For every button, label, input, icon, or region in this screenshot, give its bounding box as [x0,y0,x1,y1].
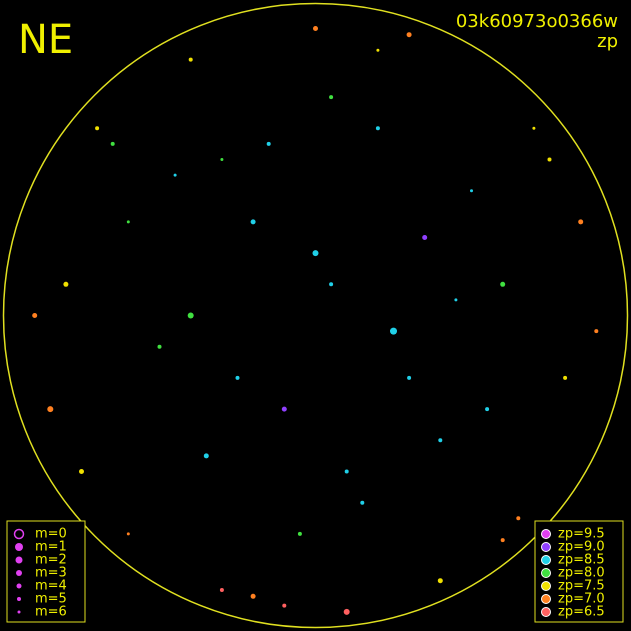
star [485,407,490,412]
direction-label: NE [18,17,73,63]
star [438,438,443,443]
star [250,219,256,225]
zp-label: zp=9.0 [558,540,605,555]
zp-label: zp=6.5 [558,605,605,620]
zp-symbol [541,594,551,604]
zp-label: zp=8.0 [558,566,605,581]
magnitude-label: m=1 [35,540,67,555]
zp-symbol [541,607,551,617]
magnitude-symbol [16,583,22,589]
star [95,126,100,131]
magnitude-symbol [13,528,25,540]
star [266,141,271,146]
magnitude-symbol [15,543,23,551]
star [437,578,443,584]
zp-symbol [541,555,551,565]
star [188,57,193,62]
magnitude-symbol [17,597,21,601]
star [563,375,568,380]
magnitude-symbol [16,570,22,576]
star [281,406,287,412]
star [126,532,130,536]
zp-symbol [541,529,551,539]
star [32,313,38,318]
star [282,603,287,608]
star [360,500,365,505]
star [406,32,412,38]
zp-label: zp=9.5 [558,527,605,542]
zp-symbol [541,542,551,552]
star [329,282,334,287]
star [110,141,115,146]
zp-symbol [541,568,551,578]
star [500,538,505,543]
star [516,516,521,521]
zp-label: zp=7.0 [558,592,605,607]
star [220,158,224,161]
star [157,344,162,349]
star [47,406,54,413]
star [532,126,536,130]
magnitude-label: m=3 [35,566,67,581]
star [422,235,428,240]
star [203,453,209,459]
star [376,48,380,52]
star [250,593,256,599]
star [470,189,473,193]
chart-title: 03k60973o0366w [456,11,618,32]
magnitude-label: m=0 [35,527,67,542]
zp-symbol [541,581,551,591]
star [344,469,349,474]
star [219,588,224,593]
star [187,312,194,319]
zp-label: zp=7.5 [558,579,605,594]
star [390,327,397,335]
magnitude-symbol [17,610,21,614]
star [312,250,319,257]
star [329,95,334,100]
star [594,329,599,334]
star [297,531,302,536]
star [173,173,177,177]
star [375,126,380,131]
star [407,375,412,380]
star [547,157,552,162]
magnitude-label: m=6 [35,605,67,620]
chart-subtitle: zp [597,31,618,52]
zp-label: zp=8.5 [558,553,605,568]
star [500,281,506,287]
star [343,608,350,615]
magnitude-symbol [15,556,23,564]
magnitude-label: m=2 [35,553,67,568]
magnitude-label: m=5 [35,592,67,607]
magnitude-label: m=4 [35,579,67,594]
star [79,469,84,474]
star [578,219,584,225]
star [63,281,69,287]
star [235,375,240,380]
star [454,298,458,302]
star [313,25,318,31]
star [126,220,130,224]
